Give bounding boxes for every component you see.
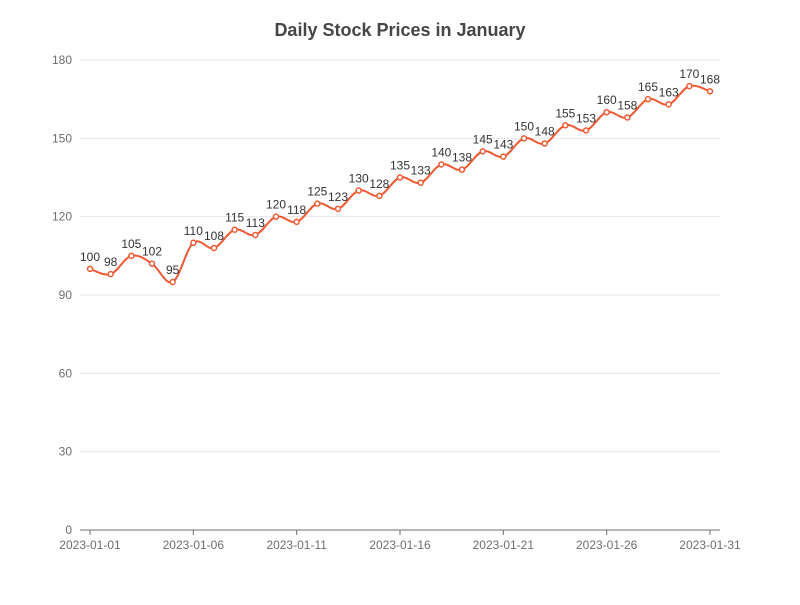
y-tick-label: 30 <box>59 445 73 459</box>
x-tick-label: 2023-01-01 <box>59 538 121 552</box>
data-point <box>293 218 300 226</box>
data-point <box>334 205 342 213</box>
data-label: 105 <box>121 237 141 251</box>
data-label: 143 <box>493 138 513 152</box>
y-tick-label: 150 <box>52 131 72 145</box>
data-point <box>417 179 424 186</box>
y-tick-label: 90 <box>59 288 73 302</box>
data-point <box>479 148 486 155</box>
data-point <box>314 200 321 207</box>
data-label: 158 <box>617 98 637 112</box>
data-point <box>355 187 362 194</box>
data-point <box>644 95 652 103</box>
data-point <box>562 122 569 129</box>
y-tick-label: 60 <box>59 366 73 380</box>
data-label: 155 <box>555 106 575 120</box>
data-point <box>148 260 156 267</box>
data-point <box>438 161 445 168</box>
data-label: 102 <box>142 245 162 259</box>
data-point <box>396 174 404 181</box>
data-point <box>210 244 218 252</box>
data-point <box>706 88 714 95</box>
x-tick-label: 2023-01-06 <box>163 538 225 552</box>
data-label: 115 <box>225 211 244 225</box>
chart-title: Daily Stock Prices in January <box>274 20 526 40</box>
data-point <box>169 278 176 286</box>
data-point <box>520 135 528 142</box>
data-label: 133 <box>411 164 431 178</box>
data-label: 98 <box>104 255 118 269</box>
data-label: 113 <box>246 216 265 230</box>
data-label: 130 <box>349 172 369 186</box>
data-label: 163 <box>659 85 679 99</box>
x-tick-label: 2023-01-21 <box>473 538 535 552</box>
y-tick-label: 180 <box>52 53 72 67</box>
data-label: 118 <box>287 203 306 217</box>
data-label: 153 <box>576 112 596 126</box>
data-label: 145 <box>473 132 493 146</box>
data-label: 135 <box>390 159 410 173</box>
data-point <box>624 114 631 121</box>
series-line <box>89 84 711 284</box>
data-label: 148 <box>535 125 555 139</box>
data-label: 165 <box>638 80 658 94</box>
data-point <box>231 226 238 233</box>
data-point <box>107 270 114 278</box>
data-points <box>86 82 714 286</box>
data-point <box>686 82 693 90</box>
data-label: 138 <box>452 151 472 165</box>
data-label: 123 <box>328 190 348 204</box>
y-axis: 0 30 60 90 120 150 180 <box>52 53 72 537</box>
data-label: 125 <box>307 185 327 199</box>
y-tick-label: 120 <box>52 210 72 224</box>
data-label: 160 <box>597 93 617 107</box>
data-point <box>190 239 197 247</box>
data-point <box>376 192 383 200</box>
data-label: 95 <box>166 263 180 277</box>
x-tick-label: 2023-01-31 <box>679 538 741 552</box>
data-point <box>665 101 672 108</box>
data-label: 110 <box>184 224 203 238</box>
data-label: 128 <box>369 177 389 191</box>
data-point <box>582 127 590 134</box>
data-label: 100 <box>80 250 100 264</box>
data-point <box>128 252 135 260</box>
data-label: 140 <box>431 145 451 159</box>
y-tick-label: 0 <box>65 523 72 537</box>
data-label: 168 <box>700 72 720 86</box>
x-tick-label: 2023-01-11 <box>266 538 327 552</box>
data-point <box>86 265 94 273</box>
x-tick-label: 2023-01-26 <box>576 538 638 552</box>
data-point <box>603 108 610 116</box>
data-label: 108 <box>204 229 224 243</box>
data-point <box>541 140 548 147</box>
data-point <box>252 231 259 239</box>
data-label: 120 <box>266 198 286 212</box>
data-label: 150 <box>514 119 534 133</box>
data-point <box>500 153 507 160</box>
gridlines <box>80 59 720 453</box>
data-point <box>458 166 466 173</box>
x-tick-label: 2023-01-16 <box>369 538 431 552</box>
data-label: 170 <box>679 67 699 81</box>
data-point <box>272 213 280 220</box>
x-axis: 2023-01-01 2023-01-06 2023-01-11 2023-01-16… <box>59 530 741 552</box>
